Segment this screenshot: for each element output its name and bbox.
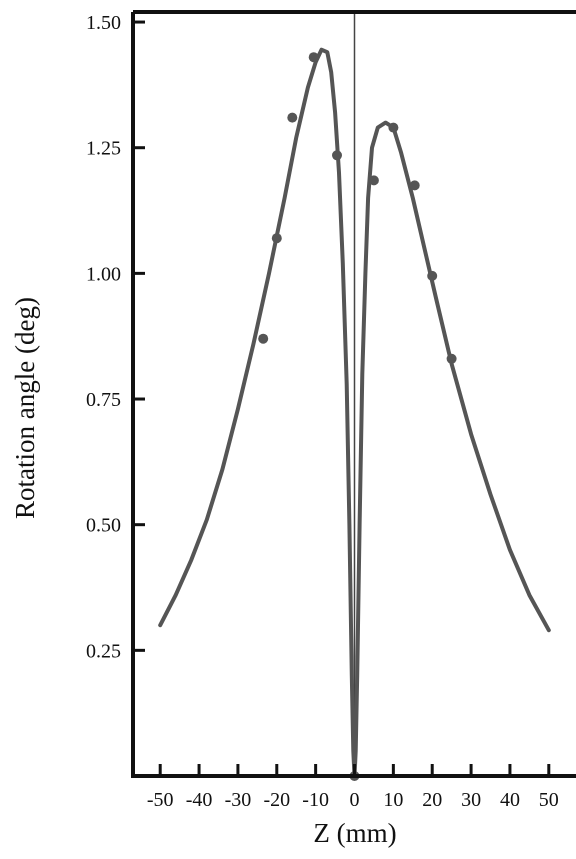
x-tick-label: 0 (350, 789, 360, 811)
axis-ticks: -50 -40 -30 -20 -10 0 10 20 30 40 50 0.25 0.50 0.75 1.… (86, 12, 559, 811)
x-tick-label: -10 (302, 789, 329, 811)
x-tick-label: -20 (263, 789, 290, 811)
x-tick-label: 40 (500, 789, 520, 811)
data-point (332, 150, 342, 161)
series-line (158, 47, 551, 778)
data-point (388, 122, 399, 133)
data-point (271, 233, 282, 244)
x-tick-label: 20 (422, 789, 442, 811)
x-tick-label: 10 (383, 789, 403, 811)
y-tick-label: 1.25 (86, 138, 121, 160)
data-point (446, 353, 457, 364)
data-point (409, 180, 420, 191)
data-point (287, 112, 298, 123)
y-tick-label: 1.00 (86, 263, 121, 285)
y-tick-label: 0.50 (86, 515, 121, 537)
data-point (368, 175, 379, 186)
data-point (427, 270, 438, 281)
y-tick-label: 1.50 (86, 12, 121, 34)
y-axis-label: Rotation angle (deg) (10, 297, 40, 519)
y-tick-label: 0.75 (86, 389, 121, 411)
x-tick-label: -50 (147, 789, 174, 811)
data-point (258, 333, 269, 344)
x-tick-label: 30 (461, 789, 481, 811)
y-tick-label: 0.25 (86, 640, 121, 662)
x-tick-label: -40 (186, 789, 213, 811)
data-point (308, 52, 319, 63)
x-axis-label: Z (mm) (313, 818, 396, 848)
x-tick-label: 50 (539, 789, 559, 811)
x-tick-label: -30 (225, 789, 252, 811)
plot-marks (158, 12, 551, 781)
